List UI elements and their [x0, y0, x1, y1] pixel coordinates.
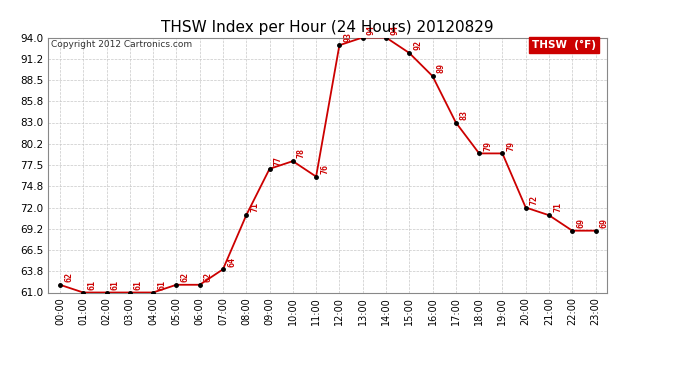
Text: 69: 69: [576, 218, 585, 228]
Text: 72: 72: [530, 195, 539, 205]
Text: 79: 79: [483, 141, 492, 151]
Text: 77: 77: [274, 156, 283, 166]
Text: Copyright 2012 Cartronics.com: Copyright 2012 Cartronics.com: [51, 40, 193, 49]
Text: 94: 94: [367, 25, 376, 35]
Text: 76: 76: [320, 164, 329, 174]
Text: 69: 69: [600, 218, 609, 228]
Text: 61: 61: [157, 280, 166, 290]
Text: 62: 62: [204, 272, 213, 282]
Text: 62: 62: [181, 272, 190, 282]
Text: 71: 71: [553, 202, 562, 213]
Text: THSW  (°F): THSW (°F): [532, 40, 596, 50]
Text: 62: 62: [64, 272, 73, 282]
Text: 61: 61: [110, 280, 119, 290]
Text: 92: 92: [413, 40, 422, 50]
Text: 83: 83: [460, 110, 469, 120]
Text: 61: 61: [88, 280, 97, 290]
Text: 94: 94: [390, 25, 399, 35]
Text: 93: 93: [344, 33, 353, 42]
Title: THSW Index per Hour (24 Hours) 20120829: THSW Index per Hour (24 Hours) 20120829: [161, 20, 494, 35]
Text: 64: 64: [227, 256, 236, 267]
Text: 61: 61: [134, 280, 143, 290]
Text: 78: 78: [297, 148, 306, 158]
Text: 89: 89: [437, 63, 446, 74]
Text: 71: 71: [250, 202, 259, 213]
Text: 79: 79: [506, 141, 515, 151]
